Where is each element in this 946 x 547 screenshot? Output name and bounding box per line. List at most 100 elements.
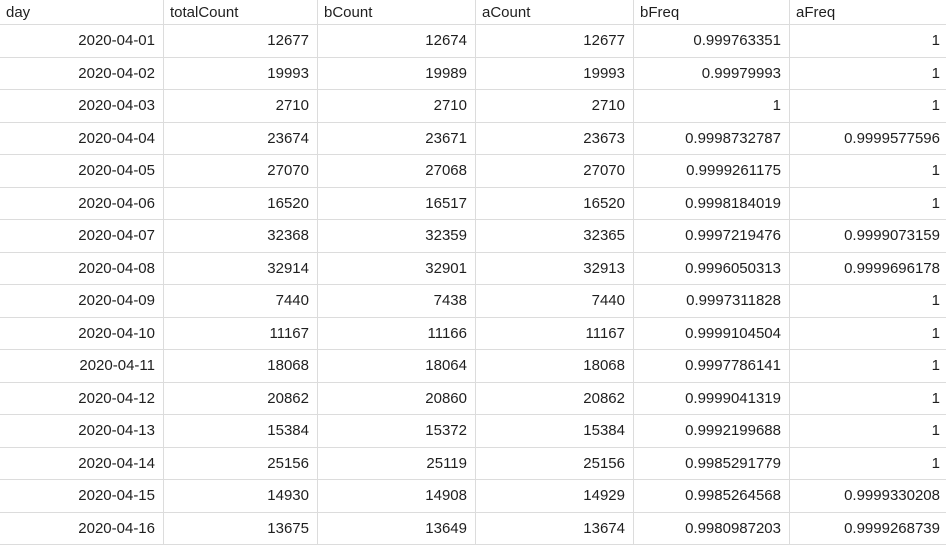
day-cell[interactable]: 2020-04-14	[0, 447, 164, 479]
afreq-cell[interactable]: 0.9999073159	[844, 227, 940, 245]
acount-cell[interactable]: 15384	[476, 415, 634, 447]
bcount-cell[interactable]: 15372	[318, 415, 476, 447]
day-cell[interactable]: 2020-04-06	[0, 187, 164, 219]
bcount-cell[interactable]: 2710	[318, 90, 476, 122]
bcount-cell[interactable]: 12674	[318, 25, 476, 57]
afreq-cell[interactable]: 1	[931, 194, 940, 212]
afreq-cell[interactable]: 1	[931, 422, 940, 440]
acount-cell[interactable]: 20862	[476, 382, 634, 414]
day-cell[interactable]: 2020-04-16	[0, 512, 164, 544]
totalcount-cell[interactable]: 13675	[164, 512, 318, 544]
afreq-cell[interactable]: 0.9999268739	[844, 519, 940, 537]
day-cell[interactable]: 2020-04-12	[0, 382, 164, 414]
bfreq-cell[interactable]: 0.9996050313	[634, 252, 790, 284]
totalcount-cell[interactable]: 12677	[164, 25, 318, 57]
afreq-cell[interactable]: 1	[931, 97, 940, 115]
acount-cell[interactable]: 11167	[476, 317, 634, 349]
afreq-cell[interactable]: 1	[931, 324, 940, 342]
bfreq-cell[interactable]: 0.9999104504	[634, 317, 790, 349]
day-cell[interactable]: 2020-04-15	[0, 480, 164, 512]
acount-cell[interactable]: 18068	[476, 350, 634, 382]
totalcount-cell[interactable]: 7440	[164, 285, 318, 317]
bfreq-cell[interactable]: 0.9997786141	[634, 350, 790, 382]
totalcount-cell[interactable]: 18068	[164, 350, 318, 382]
bfreq-cell[interactable]: 0.9985264568	[634, 480, 790, 512]
bfreq-cell[interactable]: 0.9985291779	[634, 447, 790, 479]
day-cell[interactable]: 2020-04-03	[0, 90, 164, 122]
afreq-cell[interactable]: 0.9999696178	[844, 259, 940, 277]
acount-cell[interactable]: 27070	[476, 155, 634, 187]
totalcount-cell[interactable]: 2710	[164, 90, 318, 122]
acount-cell[interactable]: 2710	[476, 90, 634, 122]
bfreq-cell[interactable]: 0.99979993	[634, 57, 790, 89]
bcount-cell[interactable]: 18064	[318, 350, 476, 382]
day-cell[interactable]: 2020-04-11	[0, 350, 164, 382]
totalcount-cell[interactable]: 16520	[164, 187, 318, 219]
column-header-afreq[interactable]: aFreq	[796, 4, 836, 21]
bcount-cell[interactable]: 14908	[318, 480, 476, 512]
bcount-cell[interactable]: 19989	[318, 57, 476, 89]
column-header-day[interactable]: day	[0, 0, 164, 24]
column-header-acount[interactable]: aCount	[476, 0, 634, 24]
bfreq-cell[interactable]: 0.9997219476	[634, 220, 790, 252]
column-header-bfreq[interactable]: bFreq	[634, 0, 790, 24]
bfreq-cell[interactable]: 0.9997311828	[634, 285, 790, 317]
bfreq-cell[interactable]: 0.9998732787	[634, 122, 790, 154]
day-cell[interactable]: 2020-04-04	[0, 122, 164, 154]
day-cell[interactable]: 2020-04-09	[0, 285, 164, 317]
bfreq-cell[interactable]: 1	[634, 90, 790, 122]
acount-cell[interactable]: 19993	[476, 57, 634, 89]
afreq-cell[interactable]: 0.9999330208	[844, 487, 940, 505]
totalcount-cell[interactable]: 32368	[164, 220, 318, 252]
bfreq-cell[interactable]: 0.999763351	[634, 25, 790, 57]
acount-cell[interactable]: 32365	[476, 220, 634, 252]
afreq-cell[interactable]: 1	[931, 162, 940, 180]
bcount-cell[interactable]: 32359	[318, 220, 476, 252]
bcount-cell[interactable]: 20860	[318, 382, 476, 414]
afreq-cell[interactable]: 1	[931, 64, 940, 82]
day-cell[interactable]: 2020-04-07	[0, 220, 164, 252]
acount-cell[interactable]: 12677	[476, 25, 634, 57]
acount-cell[interactable]: 25156	[476, 447, 634, 479]
bcount-cell[interactable]: 23671	[318, 122, 476, 154]
bcount-cell[interactable]: 32901	[318, 252, 476, 284]
totalcount-cell[interactable]: 14930	[164, 480, 318, 512]
afreq-cell[interactable]: 1	[931, 32, 940, 50]
acount-cell[interactable]: 14929	[476, 480, 634, 512]
column-header-bcount[interactable]: bCount	[318, 0, 476, 24]
bfreq-cell[interactable]: 0.9992199688	[634, 415, 790, 447]
totalcount-cell[interactable]: 32914	[164, 252, 318, 284]
day-cell[interactable]: 2020-04-05	[0, 155, 164, 187]
column-header-totalcount[interactable]: totalCount	[164, 0, 318, 24]
bcount-cell[interactable]: 7438	[318, 285, 476, 317]
day-cell[interactable]: 2020-04-02	[0, 57, 164, 89]
totalcount-cell[interactable]: 20862	[164, 382, 318, 414]
day-cell[interactable]: 2020-04-10	[0, 317, 164, 349]
bcount-cell[interactable]: 27068	[318, 155, 476, 187]
day-cell[interactable]: 2020-04-13	[0, 415, 164, 447]
afreq-cell[interactable]: 0.9999577596	[844, 129, 940, 147]
bfreq-cell[interactable]: 0.9998184019	[634, 187, 790, 219]
bfreq-cell[interactable]: 0.9999041319	[634, 382, 790, 414]
bcount-cell[interactable]: 13649	[318, 512, 476, 544]
afreq-cell[interactable]: 1	[931, 357, 940, 375]
acount-cell[interactable]: 32913	[476, 252, 634, 284]
bfreq-cell[interactable]: 0.9980987203	[634, 512, 790, 544]
bcount-cell[interactable]: 16517	[318, 187, 476, 219]
bcount-cell[interactable]: 11166	[318, 317, 476, 349]
acount-cell[interactable]: 16520	[476, 187, 634, 219]
totalcount-cell[interactable]: 25156	[164, 447, 318, 479]
bfreq-cell[interactable]: 0.9999261175	[634, 155, 790, 187]
afreq-cell[interactable]: 1	[931, 292, 940, 310]
totalcount-cell[interactable]: 15384	[164, 415, 318, 447]
day-cell[interactable]: 2020-04-01	[0, 25, 164, 57]
afreq-cell[interactable]: 1	[931, 454, 940, 472]
day-cell[interactable]: 2020-04-08	[0, 252, 164, 284]
totalcount-cell[interactable]: 23674	[164, 122, 318, 154]
bcount-cell[interactable]: 25119	[318, 447, 476, 479]
totalcount-cell[interactable]: 11167	[164, 317, 318, 349]
acount-cell[interactable]: 23673	[476, 122, 634, 154]
totalcount-cell[interactable]: 19993	[164, 57, 318, 89]
acount-cell[interactable]: 7440	[476, 285, 634, 317]
acount-cell[interactable]: 13674	[476, 512, 634, 544]
